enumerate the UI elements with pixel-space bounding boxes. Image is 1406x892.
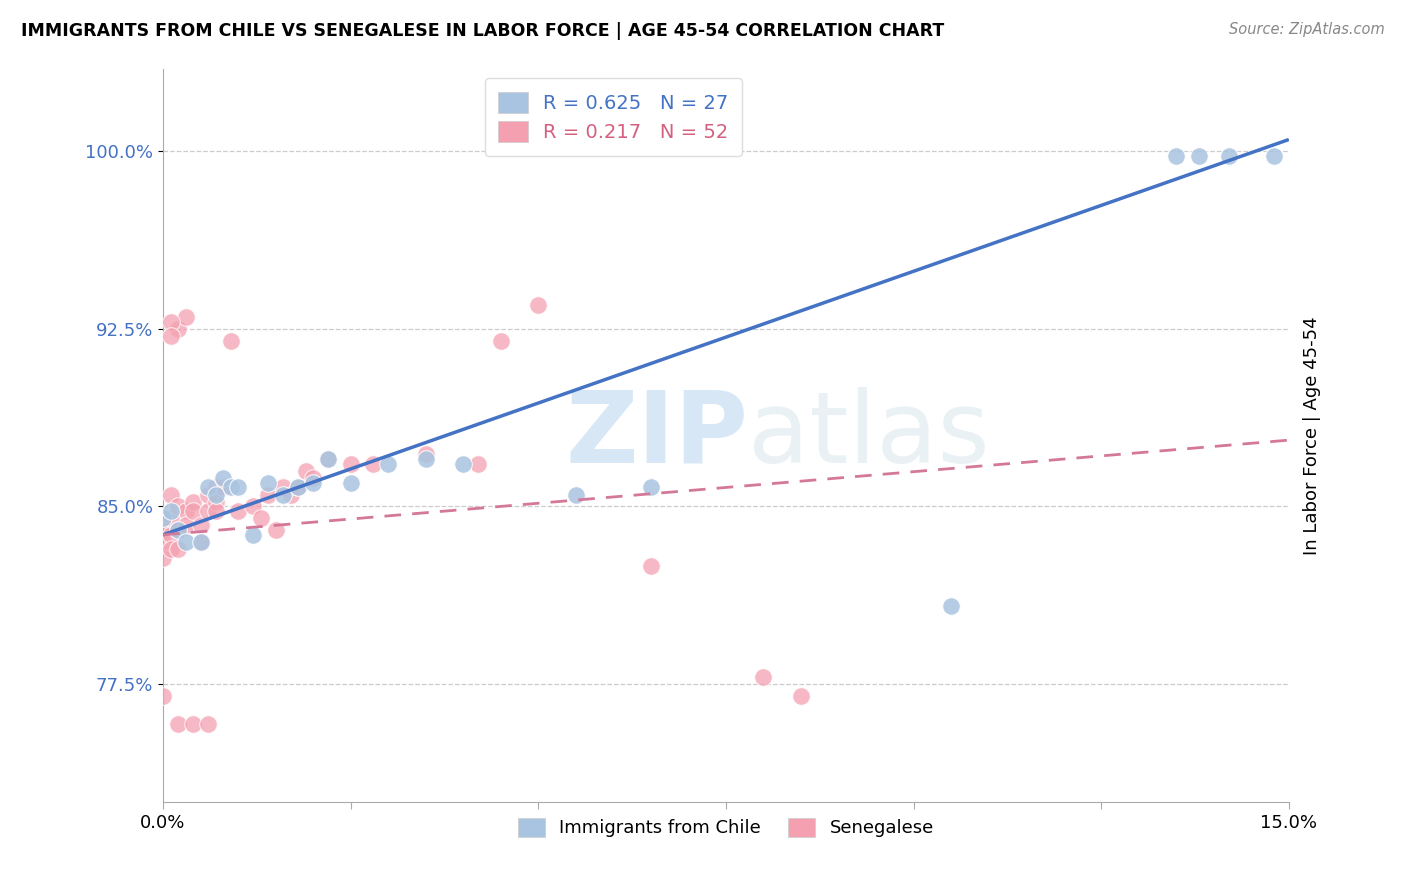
- Point: [226, 480, 249, 494]
- Point: [181, 717, 204, 731]
- Point: [339, 457, 361, 471]
- Point: [167, 523, 190, 537]
- Text: Source: ZipAtlas.com: Source: ZipAtlas.com: [1229, 22, 1385, 37]
- Point: [1263, 149, 1285, 163]
- Point: [167, 717, 190, 731]
- Point: [152, 535, 174, 549]
- Point: [159, 487, 181, 501]
- Point: [271, 487, 294, 501]
- Point: [204, 487, 226, 501]
- Point: [204, 480, 226, 494]
- Point: [226, 504, 249, 518]
- Point: [159, 528, 181, 542]
- Point: [181, 494, 204, 508]
- Point: [377, 457, 399, 471]
- Point: [159, 329, 181, 343]
- Point: [287, 480, 309, 494]
- Point: [152, 689, 174, 703]
- Point: [204, 494, 226, 508]
- Point: [197, 717, 219, 731]
- Point: [159, 315, 181, 329]
- Point: [159, 504, 181, 518]
- Point: [249, 511, 271, 525]
- Point: [640, 480, 662, 494]
- Point: [752, 670, 775, 684]
- Point: [197, 504, 219, 518]
- Point: [197, 487, 219, 501]
- Point: [242, 528, 264, 542]
- Point: [294, 464, 316, 478]
- Legend: Immigrants from Chile, Senegalese: Immigrants from Chile, Senegalese: [510, 811, 941, 845]
- Point: [1218, 149, 1240, 163]
- Point: [1166, 149, 1188, 163]
- Point: [174, 535, 197, 549]
- Point: [174, 310, 197, 324]
- Point: [451, 457, 474, 471]
- Point: [415, 452, 437, 467]
- Point: [167, 500, 190, 514]
- Point: [219, 334, 242, 348]
- Point: [790, 689, 813, 703]
- Point: [219, 480, 242, 494]
- Point: [190, 518, 212, 533]
- Point: [167, 322, 190, 336]
- Point: [339, 475, 361, 490]
- Point: [159, 511, 181, 525]
- Point: [489, 334, 512, 348]
- Point: [212, 471, 235, 485]
- Point: [527, 298, 550, 312]
- Text: ZIP: ZIP: [565, 387, 748, 483]
- Point: [361, 457, 384, 471]
- Point: [181, 504, 204, 518]
- Point: [242, 500, 264, 514]
- Point: [257, 487, 280, 501]
- Text: atlas: atlas: [748, 387, 990, 483]
- Point: [415, 447, 437, 461]
- Point: [152, 523, 174, 537]
- Point: [565, 487, 588, 501]
- Point: [287, 480, 309, 494]
- Point: [174, 518, 197, 533]
- Point: [159, 541, 181, 556]
- Point: [167, 541, 190, 556]
- Point: [302, 475, 325, 490]
- Point: [302, 471, 325, 485]
- Point: [197, 480, 219, 494]
- Point: [316, 452, 339, 467]
- Point: [316, 452, 339, 467]
- Point: [152, 551, 174, 566]
- Point: [257, 475, 280, 490]
- Point: [271, 480, 294, 494]
- Point: [640, 558, 662, 573]
- Point: [190, 535, 212, 549]
- Point: [264, 523, 287, 537]
- Point: [280, 487, 302, 501]
- Point: [467, 457, 489, 471]
- Point: [167, 523, 190, 537]
- Point: [190, 535, 212, 549]
- Text: IMMIGRANTS FROM CHILE VS SENEGALESE IN LABOR FORCE | AGE 45-54 CORRELATION CHART: IMMIGRANTS FROM CHILE VS SENEGALESE IN L…: [21, 22, 945, 40]
- Point: [174, 504, 197, 518]
- Point: [152, 511, 174, 525]
- Y-axis label: In Labor Force | Age 45-54: In Labor Force | Age 45-54: [1303, 316, 1320, 555]
- Point: [204, 504, 226, 518]
- Point: [1188, 149, 1211, 163]
- Point: [212, 480, 235, 494]
- Point: [152, 511, 174, 525]
- Point: [939, 599, 962, 613]
